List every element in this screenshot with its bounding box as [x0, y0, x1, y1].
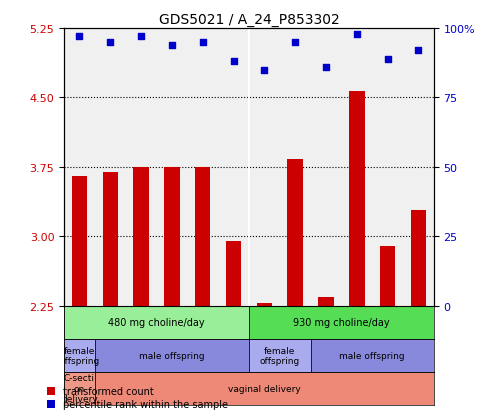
Bar — [380, 246, 395, 306]
Bar — [72, 177, 87, 306]
Bar — [195, 167, 211, 306]
Point — [230, 59, 238, 66]
Text: male offspring: male offspring — [339, 351, 405, 360]
Bar — [103, 172, 118, 306]
Text: female
offspring: female offspring — [260, 346, 300, 365]
Bar — [287, 160, 303, 306]
Point — [168, 42, 176, 49]
Bar — [134, 167, 149, 306]
Text: vaginal delivery: vaginal delivery — [228, 384, 301, 393]
Point — [322, 64, 330, 71]
Point — [137, 34, 145, 40]
FancyBboxPatch shape — [311, 339, 434, 372]
Point — [199, 40, 207, 46]
Bar — [257, 303, 272, 306]
Bar — [164, 167, 179, 306]
Point — [353, 31, 361, 38]
Text: 930 mg choline/day: 930 mg choline/day — [293, 318, 389, 328]
FancyBboxPatch shape — [95, 339, 249, 372]
Point — [415, 48, 423, 55]
Text: female
offspring: female offspring — [59, 346, 100, 365]
Point — [384, 56, 391, 63]
Bar — [318, 297, 334, 306]
Point — [106, 40, 114, 46]
Text: C-secti
on
delivery: C-secti on delivery — [61, 373, 98, 403]
Point — [260, 67, 268, 74]
Point — [291, 40, 299, 46]
FancyBboxPatch shape — [64, 372, 95, 405]
FancyBboxPatch shape — [95, 372, 434, 405]
FancyBboxPatch shape — [249, 306, 434, 339]
Title: GDS5021 / A_24_P853302: GDS5021 / A_24_P853302 — [159, 12, 339, 26]
Bar — [349, 92, 364, 306]
FancyBboxPatch shape — [64, 339, 95, 372]
FancyBboxPatch shape — [64, 306, 249, 339]
Bar — [411, 211, 426, 306]
Bar — [226, 241, 241, 306]
FancyBboxPatch shape — [249, 339, 311, 372]
Point — [75, 34, 83, 40]
Text: male offspring: male offspring — [139, 351, 205, 360]
Text: 480 mg choline/day: 480 mg choline/day — [108, 318, 205, 328]
Legend: transformed count, percentile rank within the sample: transformed count, percentile rank withi… — [44, 384, 231, 412]
